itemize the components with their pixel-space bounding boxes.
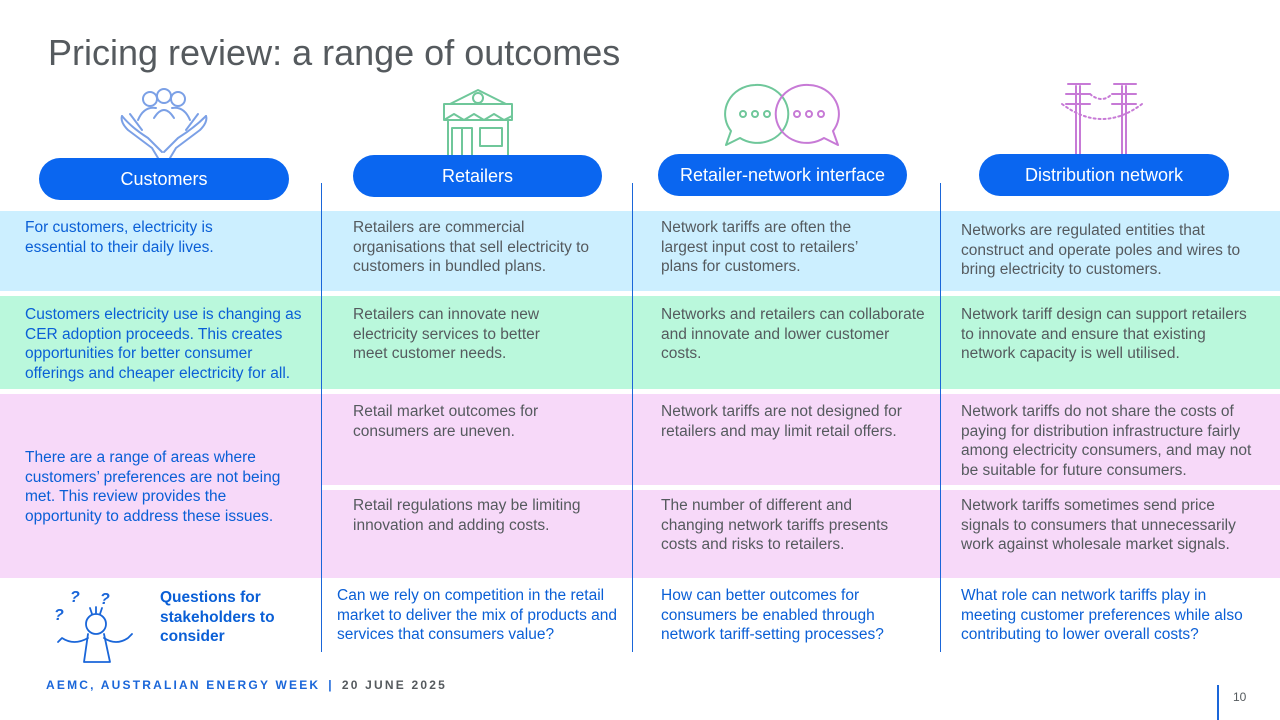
footer: AEMC, AUSTRALIAN ENERGY WEEK | 20 JUNE 202… (46, 678, 447, 692)
cell-interface-green: Networks and retailers can collaborate a… (661, 306, 925, 362)
page-number-bar (1217, 685, 1219, 720)
header-retailers: Retailers (353, 155, 602, 197)
header-customers: Customers (39, 158, 289, 200)
cell-customers-green: Customers electricity use is changing as… (25, 306, 302, 382)
footer-date: 20 JUNE 2025 (341, 678, 447, 692)
svg-text:?: ? (54, 607, 64, 624)
cell-customers-pink: There are a range of areas where custome… (25, 449, 281, 525)
question-network: What role can network tariffs play in me… (961, 587, 1243, 643)
column-divider (321, 183, 322, 652)
cell-interface-blue: Network tariffs are often the largest in… (661, 219, 858, 275)
cell-interface-pink-1: Network tariffs are not designed for ret… (661, 403, 902, 440)
row-band-blue (0, 211, 1280, 291)
row-band-pink-left (0, 394, 321, 578)
cell-interface-pink-2: The number of different and changing net… (661, 497, 889, 553)
svg-text:?: ? (100, 591, 110, 608)
power-poles-icon (1061, 83, 1143, 154)
question-retailers: Can we rely on competition in the retail… (337, 587, 617, 643)
row-band-green (0, 296, 1280, 389)
cell-network-blue: Networks are regulated entities that con… (961, 222, 1241, 278)
page-title: Pricing review: a range of outcomes (48, 32, 621, 73)
question-interface: How can better outcomes for consumers be… (661, 587, 884, 643)
column-divider (940, 183, 941, 652)
speech-bubbles-icon (724, 83, 840, 146)
svg-text:?: ? (70, 589, 80, 606)
shopfront-icon (442, 89, 514, 157)
cell-retailers-pink-2: Retail regulations may be limiting innov… (353, 497, 581, 534)
footer-separator: | (328, 678, 334, 692)
questions-label: Questions for stakeholders to consider (160, 589, 275, 645)
page-number: 10 (1233, 690, 1247, 704)
column-divider (632, 183, 633, 652)
cell-customers-blue: For customers, electricity is essential … (25, 219, 214, 256)
cell-retailers-pink-1: Retail market outcomes for consumers are… (353, 403, 539, 440)
confused-person-icon: ??? (54, 589, 133, 663)
cell-retailers-blue: Retailers are commercial organisations t… (353, 219, 590, 275)
header-distribution-network: Distribution network (979, 154, 1229, 196)
footer-org: AEMC, AUSTRALIAN ENERGY WEEK (46, 678, 321, 692)
header-retailer-network-interface: Retailer-network interface (658, 154, 907, 196)
cell-network-green: Network tariff design can support retail… (961, 306, 1247, 362)
cell-network-pink-2: Network tariffs sometimes send price sig… (961, 497, 1236, 553)
cell-network-pink-1: Network tariffs do not share the costs o… (961, 403, 1252, 479)
cell-retailers-green: Retailers can innovate new electricity s… (353, 306, 540, 362)
hands-people-icon (120, 88, 208, 159)
